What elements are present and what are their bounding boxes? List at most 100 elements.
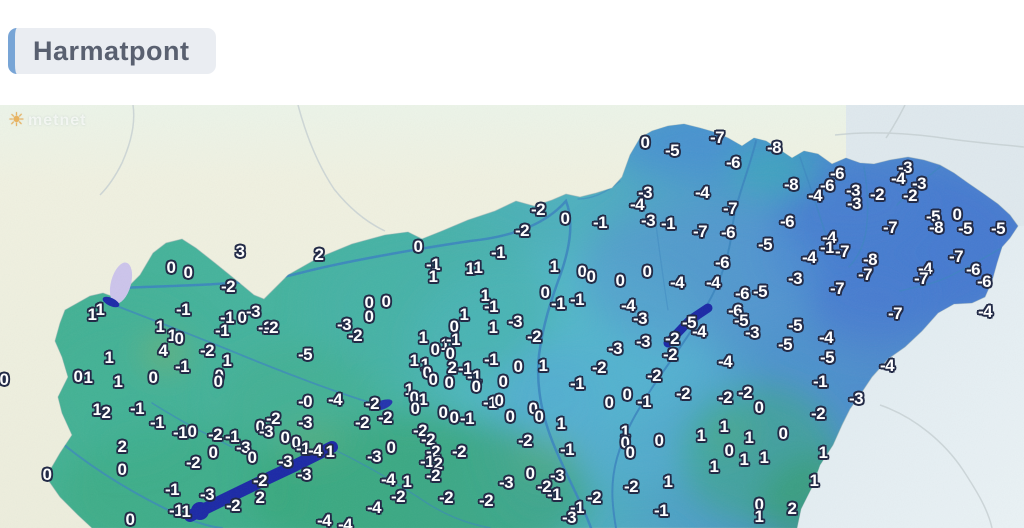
station-value: 2 [314,245,324,264]
station-value: -6 [976,272,992,291]
station-value: -4 [917,259,933,278]
station-value: 0 [577,262,587,281]
station-value: 0 [280,428,290,447]
station-value: -5 [957,219,973,238]
station-value: -3 [607,339,623,358]
station-value: -1 [219,308,235,327]
station-value: 1 [181,502,191,521]
station-value: -5 [990,219,1006,238]
station-value: 0 [386,438,396,457]
station-value: -3 [897,158,913,177]
station-value: -2 [377,408,393,427]
station-value: 1 [759,448,769,467]
station-value: 0 [237,308,247,327]
station-value: -2 [265,409,281,428]
station-value: -6 [734,284,750,303]
station-value: 1 [440,335,450,354]
station-value: 1 [95,300,105,319]
station-value: -3 [498,473,514,492]
station-value: -2 [420,430,436,449]
dewpoint-map[interactable]: ☀ metnet 3 2 0 0 0 -2 1 1 -1 1 1 0 4 1 -1 0 -3 -1 -2 -2 1 0 -1… [0,105,1024,528]
station-value: -2 [364,394,380,413]
station-value: 0 [494,391,504,410]
page-title: Harmatpont [33,35,190,66]
station-value: 0 [174,329,184,348]
station-value: -1 [172,423,188,442]
station-value: -2 [591,358,607,377]
station-value: 2 [255,488,265,507]
station-value: -4 [818,328,834,347]
station-value: -2 [810,404,826,423]
station-value: -2 [526,327,542,346]
station-value: -2 [438,488,454,507]
station-value: -4 [620,296,636,315]
station-value: 0 [642,262,652,281]
station-value: -4 [366,498,382,517]
station-value: -4 [821,228,837,247]
station-value: 0 [208,443,218,462]
station-value: 1 [92,400,102,419]
station-value: -2 [517,431,533,450]
station-value: 0 [183,263,193,282]
stations-layer: 3 2 0 0 0 -2 1 1 -1 1 1 0 4 1 -1 0 -3 -1 -2 -2 1 0 -1 0 0 1 1 0 1 2 0-… [0,105,1024,528]
station-value: -5 [664,141,680,160]
station-value: -7 [829,279,845,298]
station-value: -4 [316,511,332,528]
station-value: -1 [224,427,240,446]
station-value: 0 [505,407,515,426]
station-value: -7 [692,222,708,241]
station-value: -3 [632,309,648,328]
station-value: 1 [418,328,428,347]
station-value: -5 [925,207,941,226]
station-value: 2 [433,454,443,473]
station-value: -4 [890,169,906,188]
station-value: -4 [807,186,823,205]
station-value: -5 [297,345,313,364]
station-value: -2 [514,221,530,240]
station-value: -3 [561,508,577,527]
station-value: -2 [902,186,918,205]
station-value: 0 [754,398,764,417]
station-value: -3 [911,174,927,193]
station-value: -1 [490,243,506,262]
station-value: 0 [620,433,630,452]
station-value: -1 [129,399,145,418]
station-value: 0 [525,464,535,483]
station-value: 0 [428,370,438,389]
station-value: 0 [615,271,625,290]
station-value: 0 [560,209,570,228]
station-value: -2 [425,442,441,461]
station-value: 1 [754,507,764,526]
station-value: -2 [586,488,602,507]
station-value: -3 [635,332,651,351]
station-value: -4 [694,183,710,202]
station-value: -1 [483,350,499,369]
station-value: -1 [636,392,652,411]
map-base-layer [0,105,1024,528]
station-value: -4 [691,322,707,341]
station-value: 0 [413,237,423,256]
station-value: -5 [787,316,803,335]
station-value: -2 [675,384,691,403]
station-value: 1 [709,457,719,476]
station-value: -2 [390,487,406,506]
station-value: 1 [739,450,749,469]
station-value: 1 [87,305,97,324]
station-value: -6 [725,153,741,172]
station-value: -1 [149,413,165,432]
station-value: -1 [819,238,835,257]
station-value: -5 [757,235,773,254]
station-value: 0 [409,388,419,407]
station-value: 0 [534,407,544,426]
station-value: -2 [220,277,236,296]
station-value: -4 [629,195,645,214]
station-value: -3 [258,422,274,441]
station-value: 0 [247,448,257,467]
station-value: 0 [445,344,455,363]
station-value: 0 [586,267,596,286]
station-value: 1 [459,305,469,324]
station-value: 2 [117,437,127,456]
station-value: -1 [482,393,498,412]
station-value: 0 [422,363,432,382]
station-value: -6 [819,176,835,195]
